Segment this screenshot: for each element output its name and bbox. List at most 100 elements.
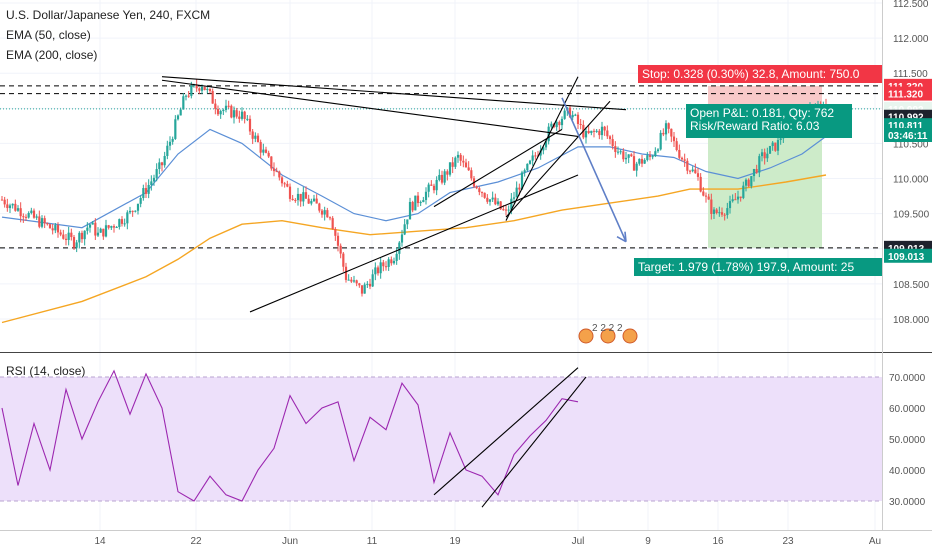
price-tag-label: 109.013 [888,252,925,263]
candle-body [718,212,721,214]
event-flag-icon [622,328,638,344]
time-tick-label: 14 [94,536,106,547]
candle-body [323,210,326,215]
candle-body [590,130,593,133]
candle-body [211,90,214,104]
candle-body [731,199,734,202]
candle-body [510,198,513,210]
rsi-trendline [481,376,587,508]
candle-body [424,191,428,201]
candle-body [30,210,33,214]
candle-body [152,177,156,182]
candle-body [264,149,268,153]
candle-body [256,135,260,143]
candle-body [51,228,54,231]
candle-body [0,199,4,201]
rsi-tick-label: 60.0000 [889,404,926,415]
candle-body [99,228,102,233]
candle-body [112,226,116,228]
ema200-legend: EMA (200, close) [6,48,98,62]
candle-body [222,109,225,112]
candle-body [6,204,9,209]
candle-body [443,171,446,183]
candle-body [470,170,473,179]
candle-body [651,156,654,158]
candle-body [464,162,468,168]
candle-body [14,203,17,211]
candle-body [518,187,521,190]
candle-body [339,245,342,254]
candle-body [766,153,769,159]
candle-body [504,209,508,211]
candle-body [592,130,596,132]
candle-body [315,198,318,204]
candle-body [712,209,716,214]
candle-body [696,173,700,177]
candle-body [411,201,414,211]
candle-body [379,262,382,274]
candle-body [664,123,668,135]
candle-body [294,200,297,202]
price-tick-label: 110.500 [893,139,929,150]
candle-body [371,274,374,287]
candle-body [347,279,350,281]
event-icons[interactable]: 2 2 2 2 [578,323,638,344]
candle-body [648,155,652,157]
pnl-box-text: Risk/Reward Ratio: 6.03 [690,119,820,133]
candle-body [312,198,316,202]
candle-body [598,130,601,136]
candle-body [360,285,364,294]
candle-body [430,184,433,186]
candle-body [408,201,412,220]
candle-body [632,156,636,171]
candle-body [198,88,201,91]
candle-body [686,160,689,171]
candle-body [395,253,398,261]
candle-body [102,228,105,237]
candle-body [275,171,278,173]
candle-body [438,174,441,180]
candle-body [96,232,100,236]
candle-body [723,214,726,216]
candle-body [355,280,358,284]
candle-body [184,95,188,97]
candle-body [635,163,638,171]
candle-body [422,200,425,203]
rsi-tick-label: 70.0000 [889,373,926,384]
candle-body [110,226,113,228]
candle-body [515,187,518,198]
candle-body [568,107,572,118]
candle-body [667,123,670,129]
time-tick-label: 23 [782,536,794,547]
price-tick-label: 112.000 [893,34,929,45]
candle-body [750,176,753,187]
candle-body [62,234,65,239]
candle-body [739,196,742,198]
candle-body [299,193,302,202]
candle-body [494,197,497,205]
candle-body [283,183,286,185]
time-tick-label: Jun [282,536,298,547]
event-flag-icon [600,328,616,344]
symbol-title: U.S. Dollar/Japanese Yen, 240, FXCM [6,8,211,22]
candle-body [576,114,580,124]
candle-body [230,105,233,118]
rsi-legend: RSI (14, close) [6,364,86,378]
candle-body [403,224,406,235]
candle-body [584,130,588,138]
rsi-series [0,367,882,508]
candle-body [710,199,713,214]
candle-body [232,110,236,118]
candle-body [64,238,68,240]
trendline [505,100,611,218]
candle-body [246,118,249,120]
candle-body [107,225,110,228]
candle-body [502,209,505,211]
candle-body [483,192,486,198]
candle-body [104,225,108,237]
candle-body [707,196,710,200]
candle-body [139,198,142,204]
candle-body [334,229,337,236]
time-tick-label: 22 [190,536,202,547]
